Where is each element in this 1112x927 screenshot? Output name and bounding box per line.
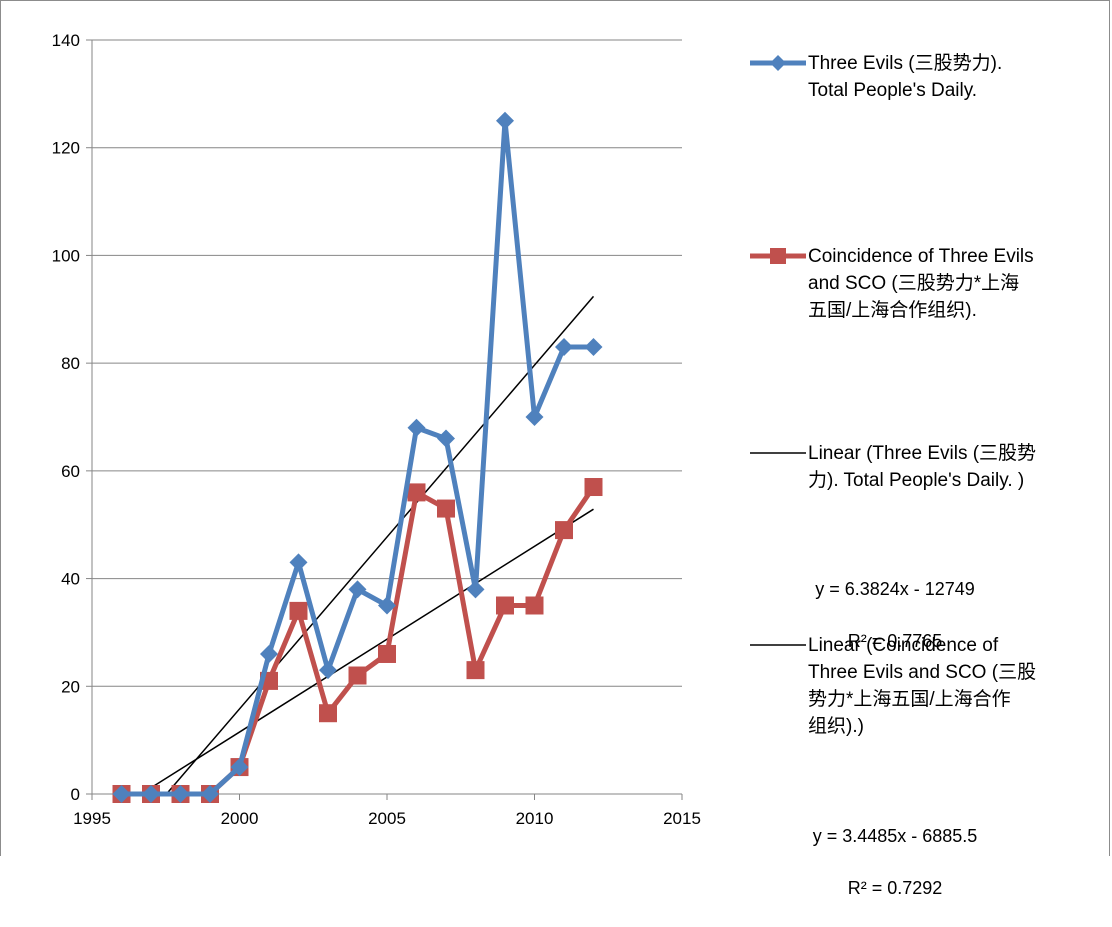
y-tick-label: 140 xyxy=(52,31,80,50)
x-tick-label: 2010 xyxy=(516,809,554,828)
y-tick-label: 40 xyxy=(61,570,80,589)
data-point-diamond xyxy=(584,337,603,356)
data-point-diamond xyxy=(112,785,131,803)
data-point-square xyxy=(584,478,603,497)
equation-text: y = 3.4485x - 6885.5 xyxy=(812,826,978,846)
y-tick-label: 80 xyxy=(61,354,80,373)
y-tick-label: 100 xyxy=(52,246,80,265)
legend-label-linear-coincidence: Linear (Coincidence of Three Evils and S… xyxy=(808,635,1037,737)
x-tick-label: 1995 xyxy=(73,809,111,828)
series-line xyxy=(121,485,596,797)
gridlines xyxy=(92,39,682,687)
legend-trendline-icon xyxy=(750,452,806,454)
trendline-equation-coincidence: y = 3.4485x - 6885.5 R² = 0.7292 xyxy=(775,797,1015,927)
y-tick-label: 120 xyxy=(52,139,80,158)
r-squared-text: R² = 0.7765 xyxy=(847,631,943,651)
data-point-diamond xyxy=(142,785,160,803)
data-point-diamond xyxy=(407,418,426,437)
data-point-diamond xyxy=(230,758,249,777)
legend-label-three-evils: Three Evils (三股势力). Total People's Daily… xyxy=(808,53,1003,101)
data-point-square xyxy=(407,483,426,502)
data-point-square xyxy=(466,661,485,680)
data-point-diamond xyxy=(466,580,485,599)
legend-diamond-marker-icon xyxy=(750,55,806,71)
series-line xyxy=(121,118,594,797)
legend-square-marker-icon xyxy=(750,248,806,264)
trendlines xyxy=(140,295,595,795)
data-point-square xyxy=(348,666,367,685)
data-point-diamond xyxy=(289,553,308,572)
data-point-diamond xyxy=(348,580,367,599)
data-point-square xyxy=(319,704,337,723)
legend-label-linear-three-evils: Linear (Three Evils (三股势 力). Total Peopl… xyxy=(808,443,1037,491)
r-squared-text: R² = 0.7292 xyxy=(847,878,943,898)
y-tick-label: 60 xyxy=(61,462,80,481)
y-tick-label: 20 xyxy=(61,677,80,696)
data-point-diamond xyxy=(378,596,396,615)
y-tick-label: 0 xyxy=(71,785,80,804)
x-tick-label: 2000 xyxy=(221,809,259,828)
trendline-1 xyxy=(165,295,595,795)
series-coincidence xyxy=(112,478,603,803)
x-tick-label: 2005 xyxy=(368,809,406,828)
trendline-equation-three-evils: y = 6.3824x - 12749 R² = 0.7765 xyxy=(775,550,1015,680)
data-point-square xyxy=(378,644,396,663)
x-tick-label: 2015 xyxy=(663,809,701,828)
data-point-square xyxy=(525,596,544,615)
data-point-square xyxy=(555,521,573,540)
axes xyxy=(86,39,683,800)
trendline-2 xyxy=(140,508,594,795)
data-point-diamond xyxy=(260,644,278,663)
tick-labels: 0 20 40 60 80 100 120 140 1995 2000 2005 2010 2015 xyxy=(52,31,701,828)
chart-frame xyxy=(0,0,1110,856)
line-chart: 0 20 40 60 80 100 120 140 1995 2000 2005 2010 2015 xyxy=(52,31,701,828)
equation-text: y = 6.3824x - 12749 xyxy=(815,579,975,599)
data-point-square xyxy=(289,601,308,620)
series-group xyxy=(112,111,603,803)
data-point-diamond xyxy=(525,408,544,426)
series-three-evils xyxy=(112,111,603,803)
data-point-square xyxy=(496,596,514,615)
legend: Three Evils (三股势力). Total People's Daily… xyxy=(740,0,1110,898)
legend-label-coincidence: Coincidence of Three Evils and SCO (三股势力… xyxy=(808,246,1034,321)
data-point-diamond xyxy=(496,111,514,130)
data-point-diamond xyxy=(555,337,573,356)
legend-trendline-icon xyxy=(750,644,806,646)
data-point-diamond xyxy=(319,661,337,680)
data-point-square xyxy=(437,499,455,518)
data-point-diamond xyxy=(437,429,455,448)
data-point-diamond xyxy=(171,785,190,803)
data-point-diamond xyxy=(201,785,219,803)
